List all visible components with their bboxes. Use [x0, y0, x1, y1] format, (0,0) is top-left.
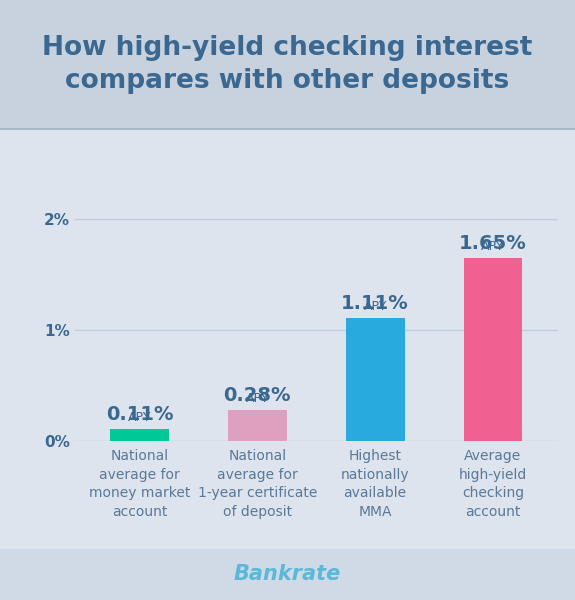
Text: APY: APY — [246, 377, 269, 405]
Bar — [346, 318, 405, 441]
Text: 0.28%: 0.28% — [224, 386, 291, 405]
Bar — [110, 429, 169, 441]
Text: APY: APY — [481, 225, 505, 253]
Text: APY: APY — [363, 285, 387, 313]
Text: Bankrate: Bankrate — [234, 565, 341, 584]
Text: 1.65%: 1.65% — [459, 234, 527, 253]
Text: 0.11%: 0.11% — [106, 405, 173, 424]
Bar — [228, 410, 287, 441]
Text: 1.11%: 1.11% — [342, 294, 409, 313]
Text: How high-yield checking interest
compares with other deposits: How high-yield checking interest compare… — [43, 35, 532, 94]
Text: APY: APY — [128, 396, 151, 424]
Bar — [463, 258, 523, 441]
